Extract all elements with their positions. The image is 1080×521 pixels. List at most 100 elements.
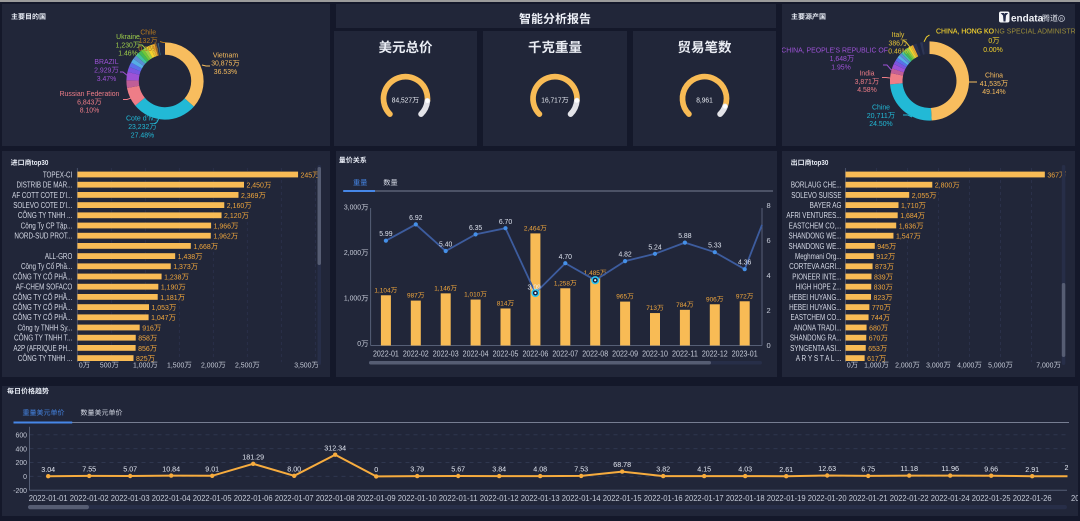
svg-text:AFRI VENTURES...: AFRI VENTURES... bbox=[786, 211, 841, 220]
svg-text:1,966: 1,966 bbox=[214, 221, 231, 230]
svg-text:906: 906 bbox=[706, 296, 717, 303]
svg-text:5.88: 5.88 bbox=[678, 231, 691, 240]
svg-text:132: 132 bbox=[139, 36, 151, 45]
svg-text:68.78: 68.78 bbox=[613, 460, 631, 469]
svg-text:6: 6 bbox=[767, 236, 771, 245]
svg-text:-200: -200 bbox=[13, 486, 27, 495]
svg-text:Công ty TNHH Sy...: Công ty TNHH Sy... bbox=[18, 323, 73, 332]
svg-text:30,875: 30,875 bbox=[211, 59, 232, 68]
svg-text:2022-04: 2022-04 bbox=[463, 350, 489, 359]
svg-text:84,527: 84,527 bbox=[392, 96, 412, 105]
svg-text:49.14%: 49.14% bbox=[982, 87, 1006, 96]
svg-text:839: 839 bbox=[874, 272, 886, 281]
svg-text:BORLAUG CHE...: BORLAUG CHE... bbox=[791, 181, 842, 190]
svg-text:713: 713 bbox=[646, 305, 657, 312]
svg-text:1,373: 1,373 bbox=[173, 262, 190, 271]
svg-text:1,238: 1,238 bbox=[164, 272, 181, 281]
svg-text:A R Y S T A L ...: A R Y S T A L ... bbox=[796, 354, 842, 363]
svg-text:endata: endata bbox=[1011, 13, 1043, 25]
svg-text:CHINA, HONG KONG SPECIAL ADMIN: CHINA, HONG KONG SPECIAL ADMINISTRAT bbox=[936, 27, 1075, 36]
svg-text:2023-01: 2023-01 bbox=[732, 350, 758, 359]
svg-text:ANONA TRADI...: ANONA TRADI... bbox=[794, 323, 842, 332]
svg-text:2022-01-10: 2022-01-10 bbox=[398, 494, 437, 503]
svg-text:670: 670 bbox=[869, 334, 881, 343]
svg-text:181.29: 181.29 bbox=[242, 452, 264, 461]
svg-text:Ukraine: Ukraine bbox=[116, 32, 140, 41]
svg-text:16,717: 16,717 bbox=[541, 96, 561, 105]
svg-text:2022-01-12: 2022-01-12 bbox=[480, 494, 519, 503]
svg-text:2,500: 2,500 bbox=[235, 361, 252, 370]
svg-text:PIONEER INTE...: PIONEER INTE... bbox=[792, 272, 841, 281]
svg-text:BAYER AG: BAYER AG bbox=[810, 201, 842, 210]
svg-text:2022-08: 2022-08 bbox=[582, 350, 608, 359]
svg-text:0.00%: 0.00% bbox=[983, 45, 1003, 54]
svg-text:400: 400 bbox=[15, 444, 27, 453]
svg-text:9.66: 9.66 bbox=[984, 464, 998, 473]
svg-text:2022-11: 2022-11 bbox=[672, 350, 698, 359]
svg-text:653: 653 bbox=[868, 344, 880, 353]
svg-text:8.10%: 8.10% bbox=[80, 106, 100, 115]
svg-text:5.07: 5.07 bbox=[123, 465, 137, 474]
svg-text:5,000: 5,000 bbox=[988, 361, 1005, 370]
svg-text:856: 856 bbox=[138, 344, 150, 353]
svg-text:EASTCHEM CO,...: EASTCHEM CO,... bbox=[789, 221, 842, 230]
svg-text:CHINA, PEOPLE'S REPUBLIC OF: CHINA, PEOPLE'S REPUBLIC OF bbox=[782, 46, 888, 55]
svg-text:680: 680 bbox=[869, 323, 881, 332]
svg-text:2022-01-09: 2022-01-09 bbox=[357, 494, 396, 503]
svg-text:5.40: 5.40 bbox=[439, 240, 452, 249]
svg-text:2,160: 2,160 bbox=[227, 201, 244, 210]
svg-text:2022-01-07: 2022-01-07 bbox=[275, 494, 314, 503]
svg-text:top30: top30 bbox=[812, 160, 829, 167]
svg-text:1,962: 1,962 bbox=[213, 232, 230, 241]
svg-text:386: 386 bbox=[888, 38, 900, 47]
svg-text:CÔNG TY TNHH ...: CÔNG TY TNHH ... bbox=[18, 211, 72, 220]
svg-text:2022-01-19: 2022-01-19 bbox=[767, 494, 806, 503]
svg-text:24.50%: 24.50% bbox=[869, 119, 893, 128]
svg-text:7,000: 7,000 bbox=[1036, 361, 1053, 370]
svg-text:Công Ty Cổ Phầ...: Công Ty Cổ Phầ... bbox=[21, 262, 72, 271]
svg-text:2022-01-14: 2022-01-14 bbox=[562, 494, 601, 503]
svg-text:3,000: 3,000 bbox=[344, 203, 361, 212]
svg-text:2022-01-21: 2022-01-21 bbox=[849, 494, 888, 503]
svg-text:8: 8 bbox=[767, 201, 771, 210]
svg-text:HEBEI HUYANG...: HEBEI HUYANG... bbox=[789, 303, 841, 312]
svg-text:2022-01-11: 2022-01-11 bbox=[439, 494, 478, 503]
svg-text:20,711: 20,711 bbox=[867, 111, 888, 120]
svg-text:9.01: 9.01 bbox=[205, 464, 219, 473]
svg-text:3,000: 3,000 bbox=[926, 361, 943, 370]
svg-text:Meghmani Org...: Meghmani Org... bbox=[795, 252, 841, 261]
svg-text:HIGH HOPE Z...: HIGH HOPE Z... bbox=[796, 283, 842, 292]
svg-text:R: R bbox=[1060, 17, 1064, 22]
svg-text:1,010: 1,010 bbox=[464, 292, 480, 299]
svg-text:987: 987 bbox=[407, 293, 418, 300]
svg-text:1,648: 1,648 bbox=[830, 54, 847, 63]
svg-text:0: 0 bbox=[79, 361, 83, 370]
svg-text:1,104: 1,104 bbox=[374, 287, 390, 294]
svg-text:6.70: 6.70 bbox=[499, 217, 512, 226]
svg-text:2022-02: 2022-02 bbox=[403, 350, 429, 359]
svg-text:0: 0 bbox=[847, 361, 851, 370]
svg-text:Chile: Chile bbox=[140, 28, 156, 37]
svg-text:2,464: 2,464 bbox=[524, 225, 540, 232]
svg-text:Cote d’Iv...: Cote d’Iv... bbox=[126, 114, 159, 123]
svg-text:CÔNG TY CỔ PHẦ...: CÔNG TY CỔ PHẦ... bbox=[13, 271, 72, 281]
svg-text:0: 0 bbox=[374, 465, 378, 474]
svg-text:3,871: 3,871 bbox=[855, 77, 872, 86]
svg-text:245: 245 bbox=[301, 170, 313, 179]
svg-text:1,000: 1,000 bbox=[133, 361, 150, 370]
svg-text:3.09: 3.09 bbox=[528, 283, 541, 292]
svg-text:1,438: 1,438 bbox=[178, 252, 195, 261]
svg-text:CÔNG TY CỔ PHẦ...: CÔNG TY CỔ PHẦ... bbox=[13, 302, 72, 312]
svg-text:SHANDONG WE...: SHANDONG WE... bbox=[788, 242, 841, 251]
svg-text:1,258: 1,258 bbox=[554, 280, 570, 287]
svg-text:23,232: 23,232 bbox=[128, 122, 149, 131]
svg-text:202: 202 bbox=[1071, 494, 1078, 503]
svg-text:5.24: 5.24 bbox=[648, 242, 661, 251]
svg-text:2,000: 2,000 bbox=[344, 248, 361, 257]
svg-text:SOLEVO SUISSE: SOLEVO SUISSE bbox=[791, 191, 841, 200]
svg-text:744: 744 bbox=[871, 313, 883, 322]
svg-text:TOPEX-CI: TOPEX-CI bbox=[43, 170, 72, 179]
svg-text:2022-01-20: 2022-01-20 bbox=[808, 494, 847, 503]
svg-text:0: 0 bbox=[767, 341, 771, 350]
svg-text:2022-01-13: 2022-01-13 bbox=[521, 494, 560, 503]
